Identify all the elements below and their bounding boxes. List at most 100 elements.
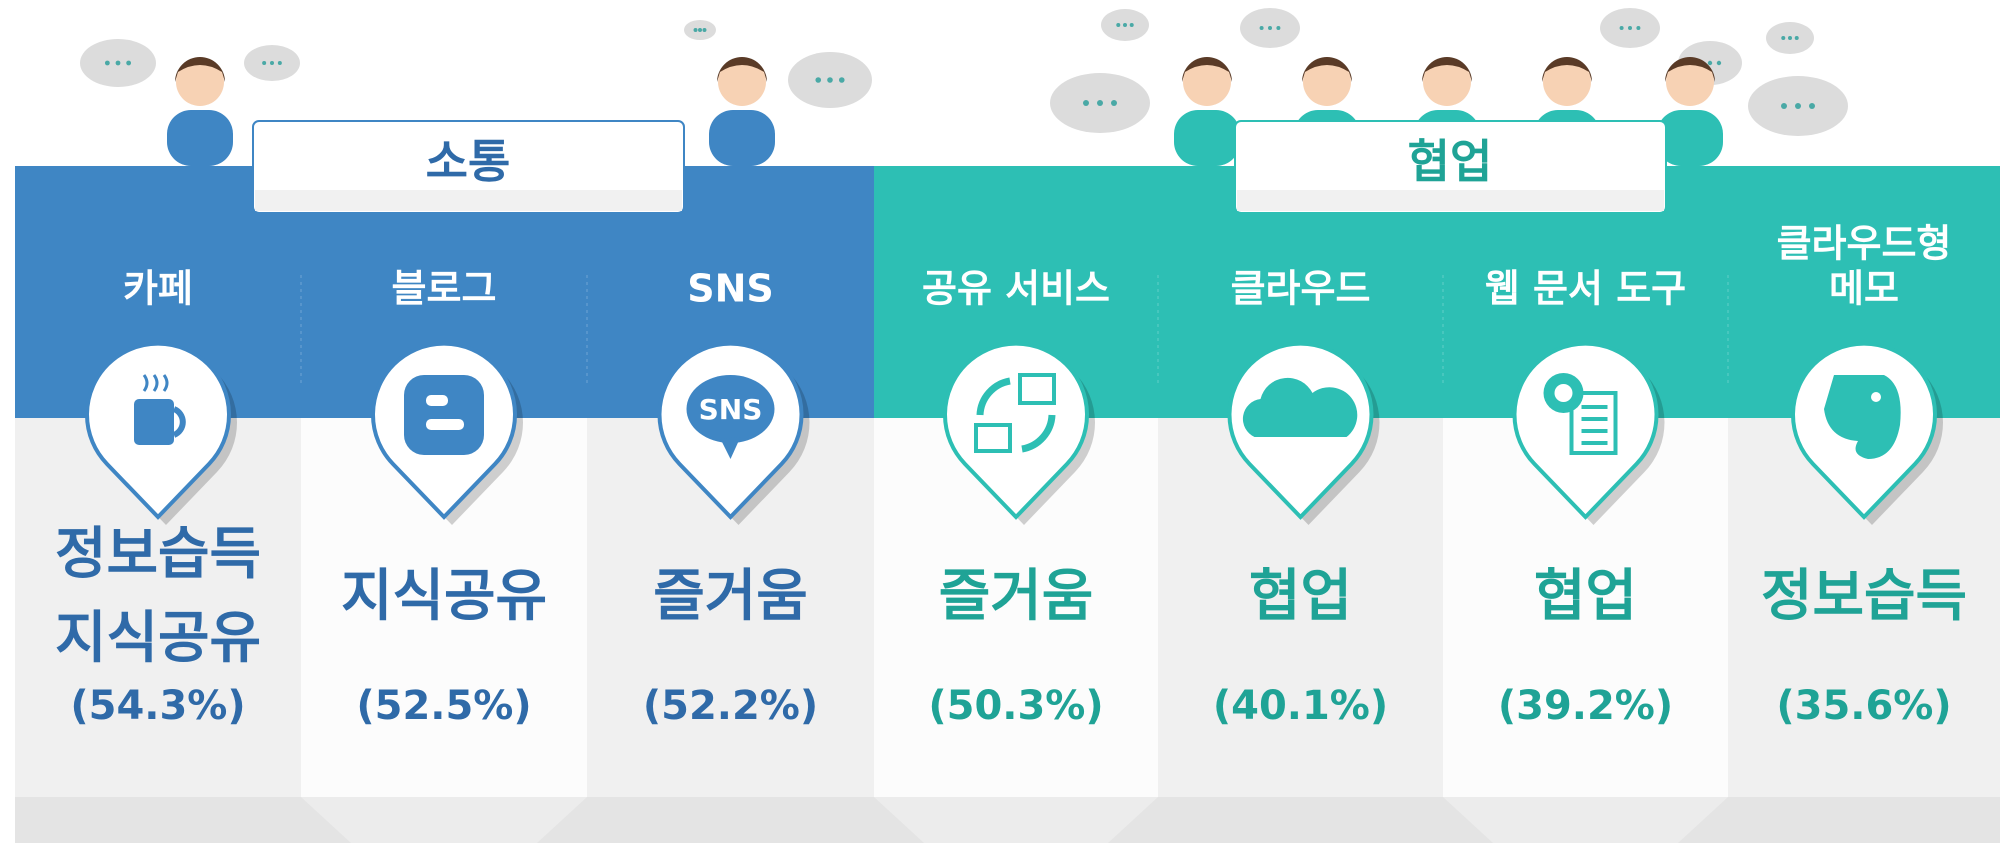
person-head (176, 58, 224, 106)
bubble-dot (270, 61, 274, 65)
person-head (1666, 58, 1714, 106)
item-result: 즐거움 (939, 564, 1094, 629)
bubble-dot (104, 60, 110, 66)
person-body (167, 110, 233, 166)
person-hair (1422, 57, 1472, 82)
person-body (1657, 110, 1723, 166)
bubble-dot (262, 61, 267, 65)
icon (686, 375, 775, 443)
item-name: 클라우드 (1231, 267, 1371, 311)
item-result: 협업 (1249, 564, 1352, 629)
item-share: (35.6%) (1776, 683, 1951, 729)
bubble-dot (1716, 60, 1722, 66)
person-head (1303, 58, 1351, 106)
bubble-dot (1795, 103, 1801, 109)
person-head (718, 58, 766, 106)
item-share: (39.2%) (1498, 683, 1673, 729)
icon (976, 377, 1011, 416)
item-result: 지식공유 (341, 564, 547, 629)
icon (426, 395, 448, 406)
icon (1824, 375, 1901, 459)
icon (1021, 414, 1056, 453)
person-hair (1542, 57, 1592, 82)
item-result: 정보습득 (55, 522, 261, 587)
icon (162, 374, 169, 392)
bubble-dot (1794, 36, 1799, 40)
bubble-dot (126, 60, 132, 66)
bubble-dot (1781, 103, 1787, 109)
strip-shade (1443, 797, 1728, 843)
bubble-dot (1123, 23, 1127, 27)
icon (404, 375, 484, 455)
item-result: 협업 (1534, 564, 1637, 629)
header-shade (1237, 190, 1664, 211)
bubble-dot (827, 77, 833, 83)
item-name: 공유 서비스 (922, 267, 1110, 311)
person-body (709, 110, 775, 166)
bubble-dot (1619, 26, 1624, 30)
icon (1871, 392, 1881, 402)
item-share: (52.2%) (643, 683, 818, 729)
bubble-dot (1276, 26, 1281, 30)
person-hair (717, 57, 767, 82)
item-name: 메모 (1829, 267, 1899, 311)
person-head (1423, 58, 1471, 106)
icon (720, 437, 741, 459)
bubble-dot (1707, 60, 1713, 66)
person-hair (1665, 57, 1715, 82)
icon (1018, 373, 1056, 405)
bubble-dot (1268, 26, 1272, 30)
bubble-dot (693, 28, 698, 32)
person-head (1183, 58, 1231, 106)
item-share: (40.1%) (1213, 683, 1388, 729)
item-share: (54.3%) (70, 683, 245, 729)
icon (142, 374, 149, 392)
item-name: 카페 (123, 267, 193, 311)
bubble-dot (1111, 100, 1117, 106)
icon (1554, 384, 1573, 402)
strip-shade (874, 797, 1158, 843)
bubble-dot (1116, 23, 1121, 27)
bubble-dot (1788, 36, 1792, 40)
icon (172, 406, 186, 438)
group-title: 소통 (426, 135, 511, 189)
bubble-dot (1809, 103, 1815, 109)
bubble-dot (1259, 26, 1264, 30)
bubble-dot (1129, 23, 1134, 27)
person-head (1543, 58, 1591, 106)
bubble-dot (277, 61, 282, 65)
item-result: 지식공유 (55, 606, 261, 671)
icon (152, 374, 159, 392)
icon (1242, 377, 1358, 437)
person-hair (1302, 57, 1352, 82)
icon (974, 423, 1012, 453)
bubble-dot (115, 60, 121, 66)
icon (134, 399, 174, 445)
bubble-dot (1628, 26, 1632, 30)
bubble-dot (838, 77, 845, 83)
item-result: 정보습득 (1761, 564, 1967, 629)
person-body (1174, 110, 1240, 166)
item-share: (52.5%) (356, 683, 531, 729)
bubble-dot (1097, 100, 1103, 106)
bubble-dot (702, 28, 707, 32)
bubble-dot (815, 77, 822, 83)
item-name: 웹 문서 도구 (1485, 267, 1686, 311)
item-share: (50.3%) (928, 683, 1103, 729)
item-result: 즐거움 (653, 564, 808, 629)
bubble-dot (1636, 26, 1641, 30)
icon-text: SNS (699, 393, 763, 426)
bubble-dot (1083, 100, 1089, 106)
person-hair (1182, 57, 1232, 82)
item-name: 블로그 (392, 267, 497, 311)
group-title: 협업 (1408, 135, 1493, 189)
strip-shade (301, 797, 587, 843)
person-hair (175, 57, 225, 82)
bubble-dot (1781, 36, 1786, 40)
item-name: 클라우드형 (1777, 222, 1952, 266)
header-shade (255, 190, 682, 211)
icon (426, 419, 464, 430)
bubble-dot (698, 28, 702, 32)
